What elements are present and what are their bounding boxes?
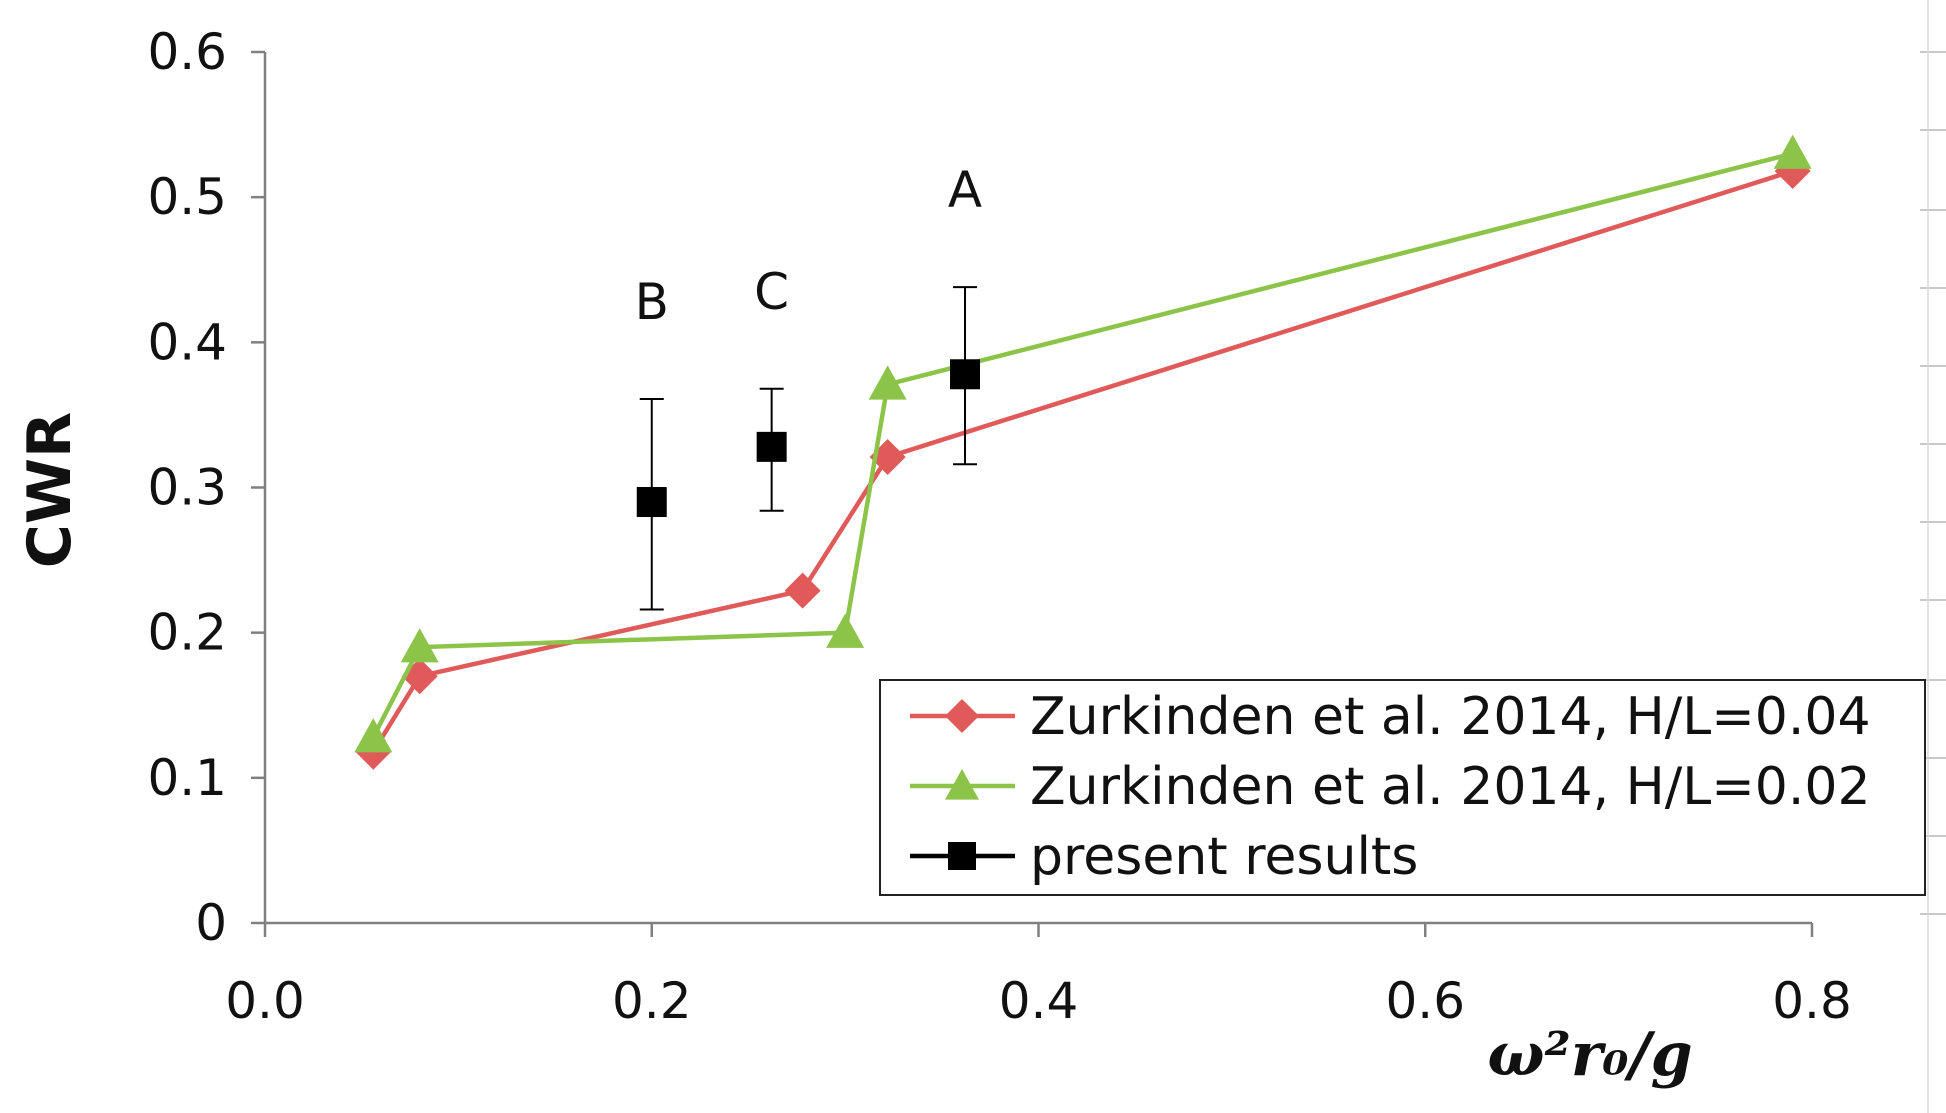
annotations: B C A <box>635 161 983 331</box>
series-line <box>371 168 1794 753</box>
series-3 <box>636 286 981 611</box>
y-tick-label: 0.4 <box>147 313 227 371</box>
legend-label: Zurkinden et al. 2014, H/L=0.04 <box>1030 687 1871 747</box>
y-tick-label: 0.5 <box>147 168 227 226</box>
triangle-marker <box>1773 134 1812 169</box>
triangle-marker <box>826 613 865 648</box>
square-marker <box>950 359 981 390</box>
triangle-marker <box>400 628 439 663</box>
series-1 <box>355 153 1811 770</box>
legend: Zurkinden et al. 2014, H/L=0.04 Zurkinden… <box>879 679 1926 896</box>
series-layer <box>354 134 1812 770</box>
legend-entry: Zurkinden et al. 2014, H/L=0.04 <box>910 687 1871 747</box>
point-label: A <box>948 161 982 219</box>
series-2 <box>354 134 1812 753</box>
y-axis-label: CWR <box>15 412 85 568</box>
square-marker <box>756 431 787 462</box>
y-tick-label: 0.3 <box>147 459 227 517</box>
square-marker <box>948 842 976 870</box>
y-tick-label: 0.2 <box>147 604 227 662</box>
axes: 0 0.1 0.2 0.3 0.4 0.5 0.6 0.0 0.2 0.4 0.6 0.8 <box>147 0 1946 1113</box>
x-tick-label: 0.0 <box>225 972 305 1030</box>
y-tick-label: 0.6 <box>147 23 227 81</box>
legend-entry: Zurkinden et al. 2014, H/L=0.02 <box>910 757 1871 817</box>
triangle-marker <box>868 365 907 400</box>
legend-box <box>879 679 1926 896</box>
series-line <box>371 151 1794 739</box>
legend-label: present results <box>1030 827 1418 887</box>
x-tick-label: 0.4 <box>999 972 1079 1030</box>
x-tick-label: 0.6 <box>1385 972 1465 1030</box>
point-label: C <box>754 263 789 321</box>
triangle-marker <box>354 718 393 753</box>
diamond-marker <box>945 699 979 733</box>
point-label: B <box>635 273 669 331</box>
triangle-marker <box>945 769 979 800</box>
legend-entry: present results <box>910 827 1418 887</box>
y-tick-label: 0 <box>195 894 227 952</box>
legend-label: Zurkinden et al. 2014, H/L=0.02 <box>1030 757 1871 817</box>
x-axis-label: ω²r₀/g <box>1487 1020 1692 1090</box>
square-marker <box>636 487 667 518</box>
x-tick-label: 0.2 <box>612 972 692 1030</box>
diamond-marker <box>784 572 821 609</box>
x-tick-label: 0.8 <box>1772 972 1852 1030</box>
y-tick-label: 0.1 <box>147 749 227 807</box>
